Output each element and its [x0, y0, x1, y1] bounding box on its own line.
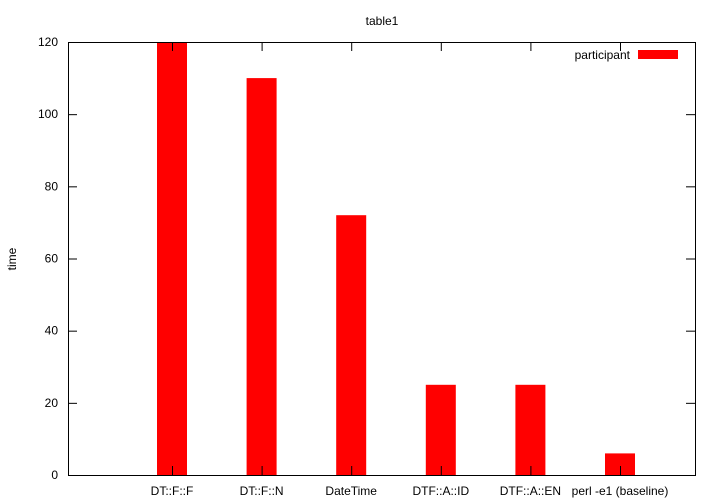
x-tick-label-4: DTF::A::EN	[500, 484, 561, 498]
x-tick-label-2: DateTime	[325, 484, 377, 498]
x-tick-label-0: DT::F::F	[151, 484, 194, 498]
y-tick-label-0: 0	[51, 468, 58, 482]
bar-2	[336, 215, 367, 475]
bar-4	[515, 384, 546, 475]
y-tick-label-3: 60	[45, 252, 59, 266]
y-tick-label-5: 100	[38, 107, 58, 121]
plot-frame	[68, 42, 696, 476]
y-tick-label-2: 40	[45, 324, 59, 338]
legend-label: participant	[575, 48, 631, 62]
legend-swatch	[638, 50, 678, 59]
x-ticks-group: DT::F::F DT::F::N DateTime DTF::A::ID DTF::A…	[151, 42, 669, 498]
x-tick-label-1: DT::F::N	[240, 484, 284, 498]
y-tick-label-4: 80	[45, 179, 59, 193]
y-ticks-group: 0 20 40 60 80 100 120	[38, 35, 695, 482]
bar-3	[425, 384, 456, 475]
y-tick-label-6: 120	[38, 35, 58, 49]
x-tick-label-3: DTF::A::ID	[412, 484, 469, 498]
bar-0	[157, 42, 187, 475]
y-tick-label-1: 20	[45, 396, 59, 410]
bars-group	[157, 42, 635, 475]
legend: participant	[575, 48, 678, 62]
bar-1	[246, 78, 277, 475]
x-tick-label-5: perl -e1 (baseline)	[572, 484, 669, 498]
chart-title: table1	[366, 14, 399, 28]
y-axis-label: time	[5, 247, 19, 270]
bar-5	[605, 453, 635, 475]
